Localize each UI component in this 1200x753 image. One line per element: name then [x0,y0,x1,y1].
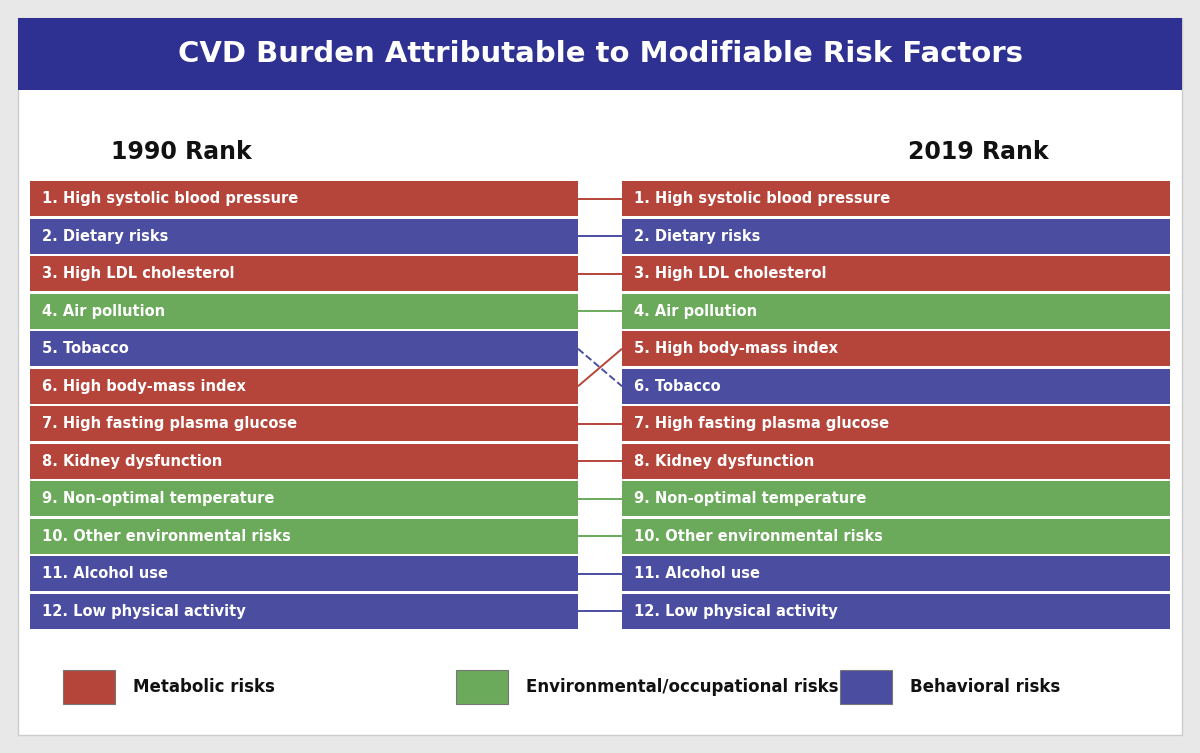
Bar [622,556,1170,591]
Text: 2019 Rank: 2019 Rank [908,140,1049,164]
Text: 11. Alcohol use: 11. Alcohol use [42,566,168,581]
Text: Environmental/occupational risks: Environmental/occupational risks [526,678,839,696]
Text: 5. High body-mass index: 5. High body-mass index [634,341,838,356]
Bar [30,556,578,591]
Bar [30,369,578,404]
Bar [30,256,578,291]
Text: 3. High LDL cholesterol: 3. High LDL cholesterol [42,267,234,282]
Text: 5. Tobacco: 5. Tobacco [42,341,128,356]
Text: 10. Other environmental risks: 10. Other environmental risks [634,529,883,544]
Text: Metabolic risks: Metabolic risks [133,678,275,696]
Bar [622,594,1170,629]
Text: 8. Kidney dysfunction: 8. Kidney dysfunction [634,454,815,469]
FancyBboxPatch shape [18,18,1182,735]
FancyBboxPatch shape [18,18,1182,90]
Bar [622,181,1170,216]
Text: 4. Air pollution: 4. Air pollution [634,303,757,319]
Text: 1. High systolic blood pressure: 1. High systolic blood pressure [42,191,299,206]
Bar [64,670,115,704]
Bar [30,294,578,329]
Text: 6. High body-mass index: 6. High body-mass index [42,379,246,394]
Text: 11. Alcohol use: 11. Alcohol use [634,566,760,581]
Bar [622,407,1170,441]
Text: 12. Low physical activity: 12. Low physical activity [634,604,838,619]
Text: 8. Kidney dysfunction: 8. Kidney dysfunction [42,454,222,469]
Text: Behavioral risks: Behavioral risks [910,678,1061,696]
Text: 2. Dietary risks: 2. Dietary risks [634,229,761,244]
Bar [30,481,578,517]
Bar [622,294,1170,329]
Text: 4. Air pollution: 4. Air pollution [42,303,166,319]
Bar [622,481,1170,517]
Bar [30,181,578,216]
Bar [840,670,892,704]
Text: 9. Non-optimal temperature: 9. Non-optimal temperature [42,491,275,506]
Bar [30,331,578,366]
Bar [622,369,1170,404]
Text: 9. Non-optimal temperature: 9. Non-optimal temperature [634,491,866,506]
Text: 1. High systolic blood pressure: 1. High systolic blood pressure [634,191,890,206]
Text: 7. High fasting plasma glucose: 7. High fasting plasma glucose [42,416,298,431]
Text: 3. High LDL cholesterol: 3. High LDL cholesterol [634,267,827,282]
Bar [622,444,1170,479]
Bar [30,444,578,479]
Bar [30,407,578,441]
Bar [30,219,578,254]
Text: 10. Other environmental risks: 10. Other environmental risks [42,529,290,544]
Text: 7. High fasting plasma glucose: 7. High fasting plasma glucose [634,416,889,431]
Bar [622,219,1170,254]
Text: CVD Burden Attributable to Modifiable Risk Factors: CVD Burden Attributable to Modifiable Ri… [178,40,1022,68]
Text: 12. Low physical activity: 12. Low physical activity [42,604,246,619]
Text: 2. Dietary risks: 2. Dietary risks [42,229,168,244]
Bar [622,331,1170,366]
Text: 1990 Rank: 1990 Rank [110,140,251,164]
Bar [30,519,578,553]
Bar [622,256,1170,291]
Bar [622,519,1170,553]
Bar [30,594,578,629]
Text: 6. Tobacco: 6. Tobacco [634,379,721,394]
Bar [456,670,508,704]
